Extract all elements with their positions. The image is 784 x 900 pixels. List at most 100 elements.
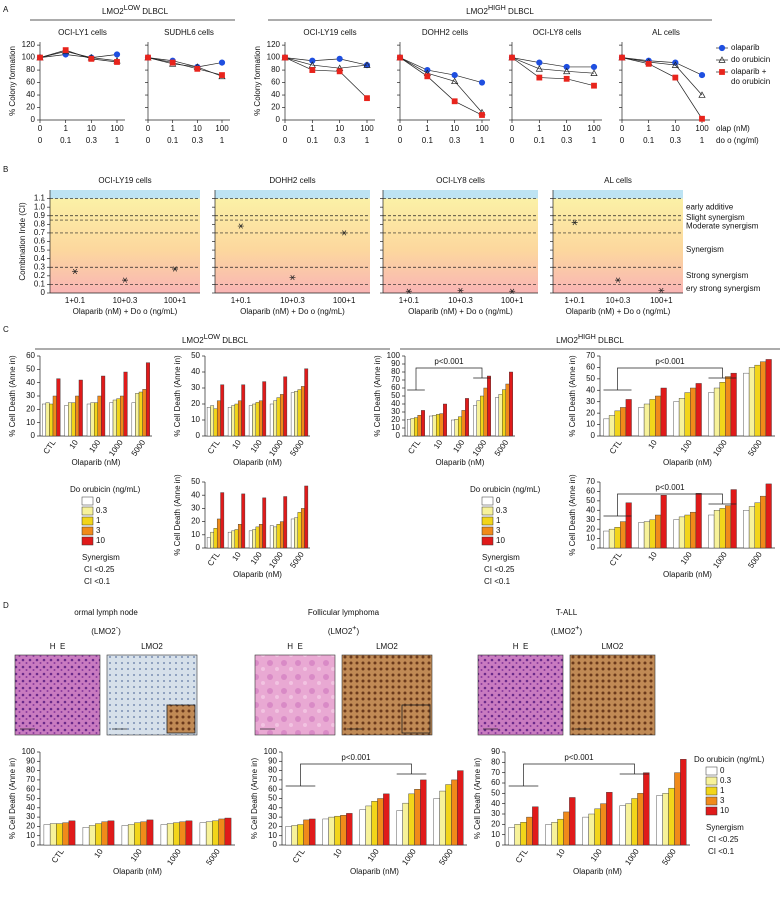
- chart-title: SUDHL6 cells: [164, 28, 214, 37]
- bar: [673, 401, 680, 437]
- bar: [294, 517, 299, 549]
- y-tick-label: 40: [26, 378, 35, 387]
- bar: [258, 400, 263, 437]
- legend-swatch: [81, 506, 94, 516]
- bar: [678, 398, 685, 437]
- x-tick-label: 10: [193, 124, 202, 133]
- legend-swatch: [481, 516, 494, 526]
- x-tick-label: 5000: [660, 847, 678, 867]
- x-tick-label: 1000: [165, 847, 183, 867]
- series-line: [511, 57, 594, 68]
- y-axis-label: % Cell Death (Anne in): [173, 355, 182, 437]
- bar: [708, 392, 715, 437]
- bar: [588, 813, 595, 846]
- y-tick-label: 0.4: [34, 254, 46, 263]
- marker: [219, 72, 225, 78]
- y-tick-label: 30: [586, 515, 595, 524]
- legend-label: 0.3: [96, 506, 108, 515]
- x-tick-label-2: 0.1: [534, 136, 546, 145]
- y-tick-label: 60: [586, 487, 595, 496]
- marker: [590, 63, 598, 71]
- bar: [487, 375, 491, 437]
- x-tick-label-2: 0: [283, 136, 288, 145]
- x-tick-label: 100: [695, 124, 709, 133]
- y-tick-label: 40: [191, 367, 200, 376]
- marker: [619, 54, 625, 61]
- y-tick-label: 0.9: [34, 211, 46, 220]
- x-tick-label-2: 1: [700, 136, 705, 145]
- y-tick-label: 80: [26, 766, 35, 775]
- marker: [671, 61, 679, 68]
- bar: [725, 505, 732, 549]
- bar: [269, 403, 274, 437]
- y-tick-label: 50: [268, 794, 277, 803]
- x-tick-label: 1: [310, 124, 315, 133]
- bar: [303, 819, 310, 846]
- bar: [505, 383, 510, 437]
- rich-label: LMO2HIGH DLBCL: [556, 333, 624, 345]
- x-tick-label: 1+0.1: [231, 296, 252, 305]
- x-tick-label: 5000: [288, 550, 306, 570]
- legend-label: 0.3: [720, 776, 732, 785]
- bar: [443, 403, 447, 437]
- bar: [619, 805, 626, 846]
- bar: [234, 529, 239, 549]
- ci-point: [237, 223, 244, 229]
- chart-title: AL cells: [652, 28, 680, 37]
- marker: [37, 54, 43, 61]
- y-tick-label: 80: [268, 766, 277, 775]
- micrograph: [341, 654, 433, 736]
- y-axis-label: % Cell Death (Anne in): [173, 474, 182, 556]
- y-tick-label: 20: [191, 517, 200, 526]
- bar: [754, 502, 761, 549]
- bar: [248, 530, 253, 549]
- bar: [414, 417, 418, 437]
- bar: [684, 514, 691, 549]
- y-tick-label: 10: [491, 830, 500, 839]
- marker: [536, 74, 543, 81]
- rich-label: LMO2HIGH DLBCL: [466, 4, 534, 16]
- bar: [52, 395, 57, 437]
- x-tick-label: 10: [67, 438, 80, 451]
- bar: [43, 824, 51, 846]
- y-tick-label: 70: [586, 351, 595, 360]
- y-tick-label: 50: [26, 794, 35, 803]
- bar: [88, 825, 96, 846]
- annotation: p<0.001: [655, 483, 685, 492]
- x-tick-label: 100: [129, 847, 144, 864]
- bar: [279, 394, 284, 437]
- x-tick-label: 10: [230, 438, 243, 451]
- x-tick-label: 5000: [130, 438, 148, 458]
- bar: [614, 527, 621, 549]
- bar: [765, 483, 772, 549]
- bar: [655, 514, 662, 549]
- label-base: LMO2: [182, 336, 204, 345]
- bar: [614, 410, 621, 437]
- ci-band-synergy: [383, 198, 538, 293]
- bar: [68, 402, 73, 437]
- bar: [713, 510, 720, 549]
- y-axis-label: % Cell Death (Anne in): [568, 474, 577, 556]
- y-tick-label: 80: [271, 65, 280, 74]
- y-tick-label: 1.0: [34, 202, 46, 211]
- bar: [121, 825, 129, 846]
- bar: [473, 405, 477, 437]
- bar: [218, 818, 226, 846]
- y-tick-label: 50: [191, 477, 200, 486]
- bar: [748, 367, 755, 437]
- micrograph-inset: [166, 704, 196, 734]
- x-tick-label-2: 0.1: [643, 136, 655, 145]
- x-tick-label: 10+0.3: [280, 296, 305, 305]
- bar: [713, 387, 720, 437]
- marker: [563, 63, 570, 71]
- bar: [719, 508, 726, 549]
- x-tick-label: CTL: [608, 438, 624, 456]
- bar: [231, 405, 236, 437]
- y-tick-label: 20: [586, 408, 595, 417]
- x-tick-label: 1+0.1: [565, 296, 586, 305]
- y-axis-label: % Colony formation: [8, 46, 17, 116]
- bar: [95, 823, 102, 846]
- x-tick-label: 10: [450, 124, 459, 133]
- x-axis-label: Olaparib (nM): [233, 458, 282, 467]
- y-tick-label: 40: [26, 90, 35, 99]
